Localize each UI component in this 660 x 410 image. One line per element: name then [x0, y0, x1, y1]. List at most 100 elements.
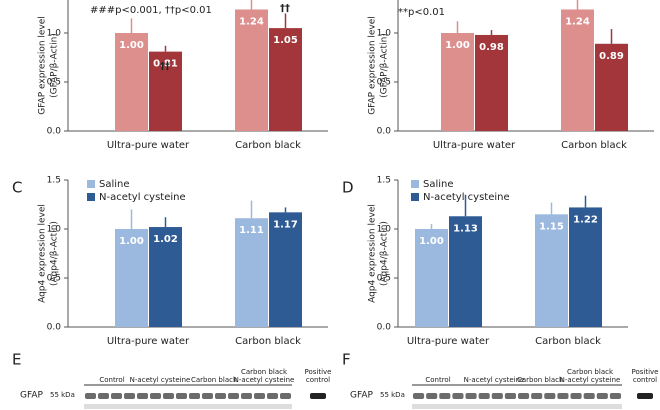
blot-band [491, 393, 503, 399]
legend-label: Saline [99, 179, 130, 190]
blot-band [85, 393, 96, 399]
y-tick-label: 0.0 [47, 323, 62, 333]
bar [235, 9, 268, 132]
blot-band [202, 393, 213, 399]
value-label: 1.11 [239, 225, 264, 236]
bar [475, 34, 508, 131]
blot-band [124, 393, 135, 399]
bar [569, 207, 602, 327]
blot-band [637, 393, 653, 399]
blot-band [280, 393, 291, 399]
legend-swatch [411, 180, 419, 188]
blot-band [413, 393, 425, 399]
blot-band [241, 393, 252, 399]
value-label: 1.00 [419, 236, 444, 247]
y-tick-label: 0.0 [377, 323, 392, 333]
value-label: 1.24 [239, 16, 264, 27]
y-tick-label: 1.0 [47, 29, 62, 39]
x-tick-label: Carbon black [235, 140, 301, 151]
legend-label: N-acetyl cysteine [423, 192, 510, 203]
legend-label: N-acetyl cysteine [99, 192, 186, 203]
group-label: Control [425, 376, 450, 384]
panel-label: E [12, 351, 21, 369]
blot-band [544, 393, 556, 399]
bar [449, 216, 482, 327]
bar [149, 227, 182, 327]
bar [235, 218, 268, 327]
x-tick-label: Ultra-pure water [107, 140, 190, 151]
bar [595, 43, 628, 131]
value-label: 1.24 [565, 16, 590, 27]
blot-band [504, 393, 516, 399]
group-label: Carbon black [241, 368, 288, 376]
blot-band [111, 393, 122, 399]
panel-label: F [342, 351, 351, 369]
panel-label: D [342, 179, 354, 197]
y-tick-label: 0.5 [377, 274, 391, 284]
bar [415, 229, 448, 327]
legend-swatch [87, 180, 95, 188]
annotation: **p<0.01 [398, 7, 445, 18]
blot-band [228, 393, 239, 399]
bar [149, 51, 182, 132]
y-axis-label: Aqp4 expression level [38, 204, 48, 303]
bar [115, 33, 148, 131]
group-label: Carbon black [567, 368, 614, 376]
value-label: 1.13 [453, 223, 478, 234]
bar [561, 9, 594, 132]
positive-label: control [633, 376, 657, 384]
blot-band [163, 393, 174, 399]
y-axis-label: (GFAP/β-Actin) [380, 33, 390, 98]
y-tick-label: 0.5 [47, 274, 61, 284]
y-axis-label: Aqp4 expression level [368, 204, 378, 303]
blot-band [254, 393, 265, 399]
annotation: †† [280, 3, 290, 14]
y-axis-label: GFAP expression level [368, 16, 378, 115]
group-label: N-acetyl cysteine [130, 376, 191, 384]
blot-band [137, 393, 148, 399]
value-label: 1.00 [445, 40, 470, 51]
blot-band [310, 393, 326, 399]
panel-label: C [12, 179, 22, 197]
blot-band [596, 393, 608, 399]
blot-background [84, 404, 292, 409]
value-label: 1.15 [539, 221, 564, 232]
blot-band [557, 393, 569, 399]
x-tick-label: Carbon black [535, 336, 601, 347]
bar [535, 214, 568, 327]
blot-band [570, 393, 582, 399]
value-label: 1.22 [573, 214, 598, 225]
bar [269, 212, 302, 327]
value-label: 1.00 [119, 40, 144, 51]
blot-band [465, 393, 477, 399]
protein-label: GFAP [350, 391, 373, 401]
annotation: ###p<0.001, ††p<0.01 [90, 5, 212, 16]
value-label: 1.00 [119, 236, 144, 247]
blot-band [98, 393, 109, 399]
y-tick-label: 0.5 [47, 78, 61, 88]
blot-band [150, 393, 161, 399]
value-label: 1.17 [273, 219, 298, 230]
y-tick-label: 1.5 [377, 176, 391, 186]
blot-band [609, 393, 621, 399]
y-axis-label: GFAP expression level [38, 16, 48, 115]
group-label: Carbon black [191, 376, 238, 384]
value-label: 1.02 [153, 234, 178, 245]
bar [115, 229, 148, 327]
y-axis-label: (Aqp4/β-Actin) [380, 221, 390, 286]
group-label: N-acetyl cysteine [560, 376, 621, 384]
protein-label: GFAP [20, 391, 43, 401]
blot-band [267, 393, 278, 399]
y-axis-label: (Aqp4/β-Actin) [50, 221, 60, 286]
x-tick-label: Carbon black [235, 336, 301, 347]
y-tick-label: 0.0 [377, 127, 392, 137]
blot-band [215, 393, 226, 399]
positive-label: control [306, 376, 330, 384]
y-axis-label: (GFAP/β-Actin) [50, 33, 60, 98]
group-label: N-acetyl cysteine [464, 376, 525, 384]
annotation: †† [160, 61, 170, 72]
blot-band [452, 393, 464, 399]
y-tick-label: 1.0 [377, 225, 392, 235]
y-tick-label: 0.5 [377, 78, 391, 88]
